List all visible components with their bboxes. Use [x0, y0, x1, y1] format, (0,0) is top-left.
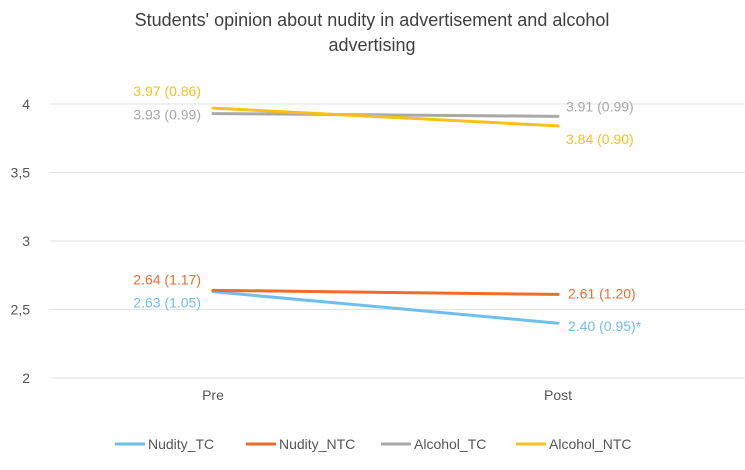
- data-label-nudity-ntc: 2.64 (1.17): [133, 271, 201, 287]
- chart-title-line-1: Students' opinion about nudity in advert…: [135, 10, 610, 30]
- x-category-label: Post: [544, 387, 572, 403]
- legend-label: Nudity_TC: [148, 436, 214, 452]
- y-axis-ticks: 2 2,5 3 3,5 4: [11, 96, 31, 386]
- series-line-nudity-ntc: [211, 288, 560, 296]
- legend-label: Alcohol_TC: [414, 436, 486, 452]
- gridlines: [50, 103, 745, 379]
- chart-title: Students' opinion about nudity in advert…: [135, 10, 610, 55]
- series-lines: [211, 106, 560, 325]
- legend-label: Alcohol_NTC: [549, 436, 631, 452]
- data-label-alcohol-tc: 3.91 (0.99): [566, 98, 634, 114]
- data-labels: 2.63 (1.05) 2.40 (0.95)* 2.64 (1.17) 2.61 (…: [133, 83, 641, 334]
- chart-title-line-2: advertising: [328, 35, 415, 55]
- data-label-alcohol-tc: 3.93 (0.99): [133, 107, 201, 123]
- data-label-alcohol-ntc: 3.84 (0.90): [566, 131, 634, 147]
- data-label-nudity-tc: 2.63 (1.05): [133, 295, 201, 311]
- data-label-nudity-tc: 2.40 (0.95)*: [568, 318, 642, 334]
- data-label-nudity-ntc: 2.61 (1.20): [568, 285, 636, 301]
- legend: Nudity_TC Nudity_NTC Alcohol_TC Alcohol_NTC: [115, 436, 631, 452]
- y-tick-label: 2: [22, 370, 30, 386]
- legend-label: Nudity_NTC: [279, 436, 355, 452]
- series-line-alcohol-tc: [211, 112, 560, 118]
- series-line-nudity-tc: [211, 290, 560, 325]
- y-tick-label: 3,5: [11, 165, 31, 181]
- x-category-label: Pre: [202, 387, 224, 403]
- y-tick-label: 2,5: [11, 302, 31, 318]
- y-tick-label: 4: [22, 96, 30, 112]
- series-line-alcohol-ntc: [211, 106, 560, 128]
- y-tick-label: 3: [22, 233, 30, 249]
- data-label-alcohol-ntc: 3.97 (0.86): [133, 83, 201, 99]
- x-axis-categories: Pre Post: [202, 387, 572, 403]
